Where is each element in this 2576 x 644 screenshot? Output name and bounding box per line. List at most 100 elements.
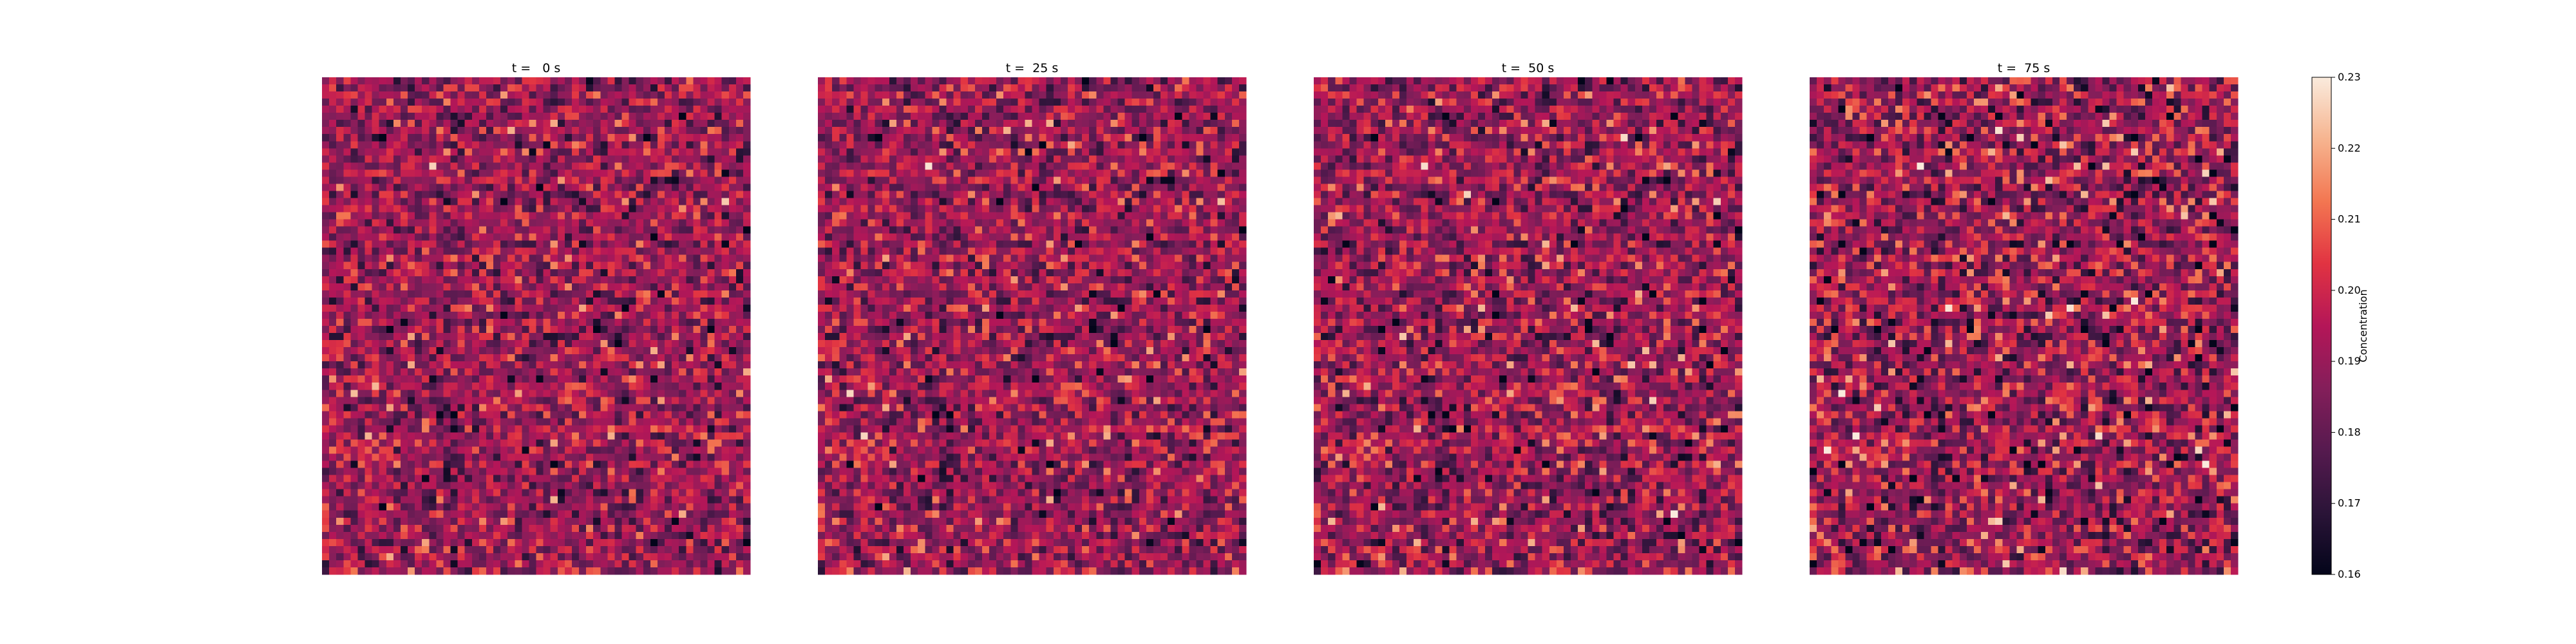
heatmap-cell bbox=[329, 326, 337, 334]
heatmap-cell bbox=[715, 298, 723, 305]
heatmap-cell bbox=[500, 276, 508, 284]
heatmap-cell bbox=[486, 213, 494, 220]
heatmap-cell bbox=[529, 234, 536, 242]
heatmap-cell bbox=[436, 198, 444, 205]
heatmap-cell bbox=[636, 397, 644, 404]
heatmap-cell bbox=[336, 446, 344, 454]
heatmap-cell bbox=[636, 298, 644, 305]
heatmap-cell bbox=[650, 127, 658, 135]
heatmap-cell bbox=[536, 169, 544, 177]
heatmap-cell bbox=[715, 191, 723, 198]
heatmap-cell bbox=[743, 184, 751, 191]
heatmap-cell bbox=[408, 141, 415, 149]
heatmap-cell bbox=[607, 333, 615, 341]
heatmap-cell bbox=[700, 305, 708, 312]
heatmap-cell bbox=[343, 368, 351, 376]
heatmap-cell bbox=[465, 148, 473, 156]
heatmap-cell bbox=[329, 404, 337, 412]
heatmap-cell bbox=[629, 127, 637, 135]
heatmap-cell bbox=[700, 375, 708, 383]
heatmap-cell bbox=[322, 248, 330, 256]
heatmap-cell bbox=[636, 220, 644, 227]
heatmap-cell bbox=[529, 91, 536, 99]
heatmap-cell bbox=[357, 213, 365, 220]
heatmap-cell bbox=[472, 390, 480, 397]
heatmap-cell bbox=[636, 255, 644, 263]
heatmap-cell bbox=[650, 255, 658, 263]
heatmap-cell bbox=[443, 276, 451, 284]
heatmap-cell bbox=[343, 191, 351, 198]
heatmap-cell bbox=[515, 276, 522, 284]
heatmap-cell bbox=[322, 411, 330, 419]
heatmap-cell bbox=[643, 248, 651, 256]
heatmap-cell bbox=[672, 99, 679, 106]
heatmap-cell bbox=[544, 248, 551, 256]
heatmap-cell bbox=[607, 283, 615, 291]
heatmap-cell bbox=[436, 290, 444, 298]
heatmap-cell bbox=[565, 298, 573, 305]
heatmap-cell bbox=[422, 205, 430, 213]
heatmap-cell bbox=[408, 91, 415, 99]
heatmap-cell bbox=[607, 262, 615, 270]
heatmap-cell bbox=[479, 106, 487, 113]
heatmap-cell bbox=[700, 169, 708, 177]
heatmap-cell bbox=[593, 305, 601, 312]
heatmap-cell bbox=[693, 333, 701, 341]
heatmap-cell bbox=[572, 248, 580, 256]
heatmap-cell bbox=[458, 305, 466, 312]
heatmap-cell bbox=[686, 220, 694, 227]
heatmap-cell bbox=[458, 113, 466, 120]
heatmap-cell bbox=[507, 176, 515, 184]
heatmap-cell bbox=[636, 269, 644, 277]
heatmap-cell bbox=[408, 411, 415, 419]
heatmap-cell bbox=[643, 198, 651, 205]
heatmap-cell bbox=[322, 390, 330, 397]
heatmap-cell bbox=[544, 255, 551, 263]
heatmap-cell bbox=[479, 248, 487, 256]
heatmap-cell bbox=[458, 134, 466, 142]
heatmap-cell bbox=[586, 354, 594, 362]
heatmap-cell bbox=[614, 99, 622, 106]
heatmap-cell bbox=[357, 312, 365, 319]
heatmap-cell bbox=[451, 418, 459, 426]
heatmap-cell bbox=[472, 255, 480, 263]
heatmap-cell bbox=[401, 404, 408, 412]
heatmap-cell bbox=[593, 77, 601, 85]
heatmap-cell bbox=[708, 383, 715, 390]
heatmap-cell bbox=[658, 248, 665, 256]
heatmap-cell bbox=[650, 404, 658, 412]
heatmap-cell bbox=[636, 155, 644, 163]
heatmap-cell bbox=[379, 99, 387, 106]
heatmap-cell bbox=[722, 269, 730, 277]
heatmap-cell bbox=[472, 418, 480, 426]
heatmap-cell bbox=[586, 446, 594, 454]
heatmap-cell bbox=[614, 361, 622, 369]
heatmap-cell bbox=[586, 411, 594, 419]
heatmap-cell bbox=[408, 361, 415, 369]
heatmap-cell bbox=[479, 375, 487, 383]
heatmap-cell bbox=[336, 106, 344, 113]
heatmap-cell bbox=[636, 312, 644, 319]
heatmap-cell bbox=[436, 169, 444, 177]
heatmap-cell bbox=[329, 77, 337, 85]
heatmap-cell bbox=[693, 227, 701, 234]
heatmap-cell bbox=[643, 432, 651, 440]
heatmap-cell bbox=[436, 305, 444, 312]
heatmap-cell bbox=[600, 241, 608, 249]
heatmap-cell bbox=[693, 411, 701, 419]
heatmap-cell bbox=[636, 425, 644, 433]
heatmap-cell bbox=[572, 411, 580, 419]
heatmap-cell bbox=[415, 127, 422, 135]
heatmap-cell bbox=[629, 439, 637, 447]
heatmap-cell bbox=[500, 220, 508, 227]
heatmap-cell bbox=[650, 176, 658, 184]
heatmap-cell bbox=[650, 91, 658, 99]
heatmap-cell bbox=[379, 262, 387, 270]
heatmap-cell bbox=[722, 162, 730, 170]
heatmap-cell bbox=[386, 404, 394, 412]
heatmap-cell bbox=[708, 347, 715, 355]
heatmap-cell bbox=[715, 354, 723, 362]
heatmap-cell bbox=[379, 241, 387, 249]
heatmap-cell bbox=[365, 340, 373, 348]
heatmap-cell bbox=[658, 397, 665, 404]
